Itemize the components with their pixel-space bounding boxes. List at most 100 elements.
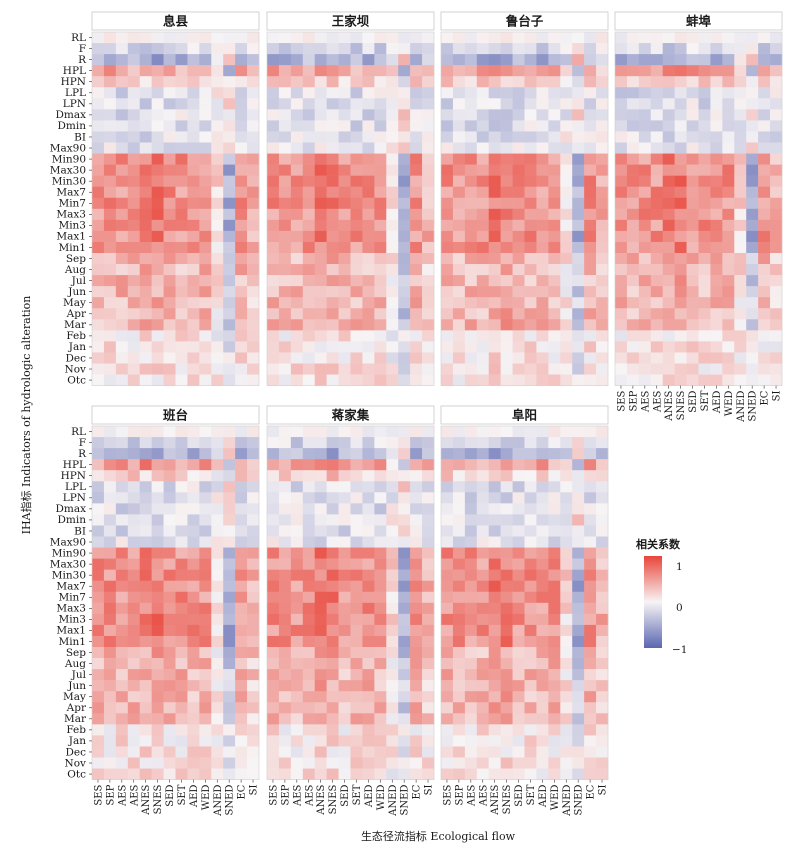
heatmap-cell bbox=[187, 426, 200, 438]
heatmap-cell bbox=[548, 536, 561, 548]
heatmap-cell bbox=[488, 558, 501, 570]
heatmap-cell bbox=[476, 241, 490, 254]
heatmap-cell bbox=[187, 32, 200, 44]
heatmap-cell bbox=[560, 525, 573, 537]
heatmap-cell bbox=[267, 448, 280, 460]
x-tick-label: AED bbox=[712, 391, 723, 415]
heatmap-cell bbox=[151, 197, 164, 210]
heatmap-cell bbox=[398, 264, 411, 276]
heatmap-cell bbox=[151, 275, 164, 287]
heatmap-cell bbox=[103, 580, 117, 593]
heatmap-cell bbox=[302, 558, 316, 570]
heatmap-cell bbox=[410, 54, 423, 66]
heatmap-cell bbox=[560, 591, 573, 604]
heatmap-cell bbox=[386, 308, 399, 320]
heatmap-cell bbox=[638, 87, 652, 99]
heatmap-cell bbox=[536, 297, 549, 309]
heatmap-cell bbox=[127, 208, 141, 221]
heatmap-cell bbox=[572, 702, 585, 714]
heatmap-cell bbox=[476, 131, 490, 143]
heatmap-cell bbox=[584, 624, 597, 637]
panel-strip bbox=[91, 11, 260, 31]
heatmap-cell bbox=[758, 76, 771, 88]
heatmap-cell bbox=[422, 525, 435, 537]
heatmap-cell bbox=[151, 32, 164, 44]
heatmap-cell bbox=[584, 275, 597, 287]
heatmap-cell bbox=[139, 153, 152, 165]
heatmap-cell bbox=[410, 43, 423, 55]
heatmap-cell bbox=[374, 120, 387, 132]
heatmap-cell bbox=[722, 164, 735, 176]
heatmap-cell bbox=[638, 219, 652, 232]
heatmap-cell bbox=[548, 624, 561, 637]
heatmap-cell bbox=[278, 514, 292, 526]
heatmap-cell bbox=[398, 757, 411, 769]
heatmap-cell bbox=[674, 219, 687, 232]
heatmap-cell bbox=[674, 120, 687, 132]
heatmap-cell bbox=[374, 286, 387, 298]
heatmap-cell bbox=[338, 241, 351, 254]
heatmap-cell bbox=[386, 208, 399, 221]
heatmap-cell bbox=[139, 76, 152, 88]
heatmap-cell bbox=[686, 153, 699, 165]
heatmap-cell bbox=[686, 120, 699, 132]
heatmap-cell bbox=[650, 131, 664, 143]
heatmap-cell bbox=[374, 624, 387, 637]
panel-border bbox=[614, 31, 783, 386]
heatmap-cell bbox=[476, 275, 490, 287]
heatmap-cell bbox=[770, 65, 783, 77]
heatmap-cell bbox=[235, 702, 248, 714]
heatmap-cell bbox=[139, 691, 152, 703]
heatmap-cell bbox=[476, 691, 490, 703]
heatmap-cell bbox=[314, 680, 327, 692]
heatmap-cell bbox=[314, 702, 327, 714]
x-tick-label: SED bbox=[688, 391, 699, 413]
heatmap-cell bbox=[512, 109, 525, 121]
heatmap-cell bbox=[267, 330, 280, 342]
heatmap-cell bbox=[698, 253, 711, 265]
heatmap-cell bbox=[223, 426, 236, 438]
heatmap-cell bbox=[488, 569, 501, 581]
heatmap-cell bbox=[278, 613, 292, 626]
heatmap-cell bbox=[524, 374, 537, 386]
heatmap-cell bbox=[267, 32, 280, 44]
heatmap-cell bbox=[290, 32, 304, 44]
heatmap-cell bbox=[151, 569, 164, 581]
heatmap-cell bbox=[422, 219, 435, 232]
heatmap-cell bbox=[302, 669, 316, 681]
heatmap-cell bbox=[560, 536, 573, 548]
heatmap-cell bbox=[584, 175, 597, 187]
heatmap-cell bbox=[267, 54, 280, 66]
heatmap-cell bbox=[410, 591, 423, 604]
heatmap-cell bbox=[626, 363, 640, 375]
heatmap-cell bbox=[615, 186, 628, 199]
heatmap-cell bbox=[338, 219, 351, 232]
heatmap-cell bbox=[386, 481, 399, 493]
heatmap-cell bbox=[662, 219, 675, 232]
heatmap-cell bbox=[267, 98, 280, 110]
heatmap-cell bbox=[278, 175, 292, 187]
heatmap-cell bbox=[247, 624, 260, 637]
heatmap-cell bbox=[127, 241, 141, 254]
heatmap-cell bbox=[464, 591, 478, 604]
heatmap-cell bbox=[422, 241, 435, 254]
heatmap-cell bbox=[235, 32, 248, 44]
heatmap-cell bbox=[235, 65, 248, 77]
heatmap-cell bbox=[674, 131, 687, 143]
heatmap-cell bbox=[770, 374, 783, 386]
y-tick-label: LPN bbox=[63, 492, 86, 504]
heatmap-cell bbox=[211, 624, 224, 637]
heatmap-cell bbox=[350, 591, 363, 604]
heatmap-cell bbox=[536, 536, 549, 548]
heatmap-cell bbox=[548, 591, 561, 604]
heatmap-cell bbox=[302, 43, 316, 55]
heatmap-cell bbox=[290, 219, 304, 232]
heatmap-cell bbox=[326, 374, 339, 386]
heatmap-cell bbox=[560, 746, 573, 758]
heatmap-cell bbox=[247, 219, 260, 232]
heatmap-cell bbox=[464, 680, 478, 692]
heatmap-cell bbox=[267, 558, 280, 570]
heatmap-cell bbox=[500, 613, 513, 626]
heatmap-cell bbox=[362, 319, 375, 331]
heatmap-cell bbox=[278, 591, 292, 604]
